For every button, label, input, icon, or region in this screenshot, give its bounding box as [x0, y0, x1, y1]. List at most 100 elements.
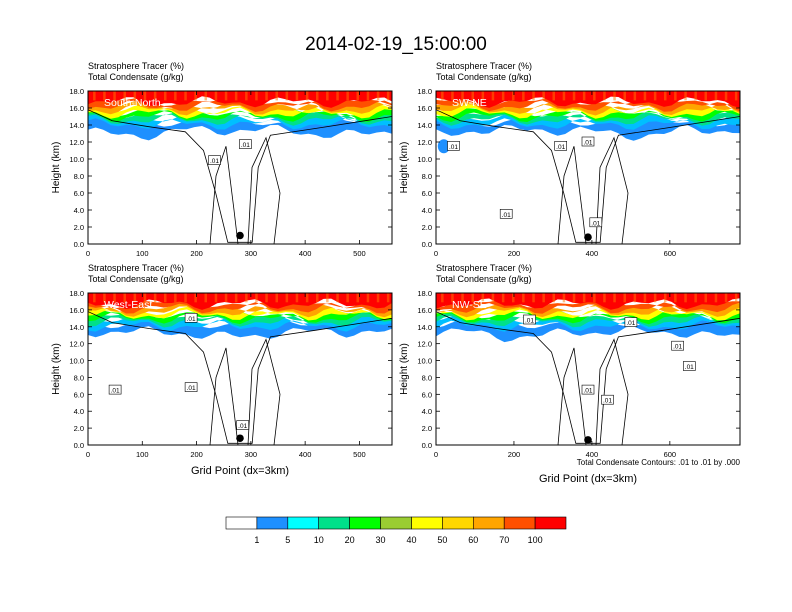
tracer-streak — [501, 91, 505, 101]
contour-label: .01 — [208, 155, 221, 165]
tracer-streak — [245, 293, 248, 303]
fill-title-label: Stratosphere Tracer (%) — [436, 263, 532, 273]
tracer-fill-band — [88, 106, 392, 122]
colorbar-label: 50 — [437, 535, 447, 545]
tracer-streak — [471, 293, 474, 303]
y-tick-label: 10.0 — [417, 357, 432, 366]
plot-area: .01 .01 .01 .01 .01 — [436, 91, 740, 244]
contour-label-text: .01 — [502, 212, 511, 219]
tracer-streak — [113, 91, 116, 101]
tracer-streak — [295, 91, 299, 101]
tracer-streak — [593, 91, 596, 101]
y-tick-label: 12.0 — [417, 138, 432, 147]
tracer-streak — [714, 91, 718, 101]
tracer-streak — [704, 91, 707, 101]
y-tick-label: 14.0 — [69, 121, 84, 130]
y-tick-label: 16.0 — [417, 306, 432, 315]
contour-label-text: .01 — [238, 423, 247, 430]
contour-label: .01 — [499, 209, 513, 219]
tracer-streak — [653, 91, 657, 101]
tracer-streak — [275, 293, 278, 303]
panel-nw-se: Stratosphere Tracer (%)Total Condensate … — [399, 263, 741, 459]
y-tick-label: 12.0 — [69, 138, 84, 147]
contour-label: .01 — [447, 141, 460, 151]
y-tick-label: 0.0 — [74, 240, 84, 249]
condensate-contour — [557, 146, 587, 244]
contour-label: .01 — [523, 314, 536, 325]
contour-label: .01 — [589, 217, 603, 227]
contour-label-text: .01 — [583, 140, 592, 147]
contour-label: .01 — [671, 340, 684, 351]
colorbar-label: 20 — [345, 535, 355, 545]
tracer-streak — [552, 293, 555, 303]
tracer-streak — [441, 293, 444, 303]
tracer-streak — [633, 91, 637, 101]
tracer-streak — [522, 91, 525, 101]
colorbar-swatch — [380, 516, 412, 530]
y-axis-label: Height (km) — [399, 142, 410, 194]
colorbar-swatch — [349, 516, 381, 530]
tracer-streak — [552, 91, 555, 101]
y-tick-label: 8.0 — [422, 172, 432, 181]
x-tick-label: 0 — [86, 249, 90, 258]
y-tick-label: 16.0 — [417, 104, 432, 113]
y-axis-label: Height (km) — [399, 343, 410, 395]
tracer-streak — [704, 293, 707, 303]
y-tick-label: 10.0 — [417, 155, 432, 164]
tracer-streak — [451, 91, 454, 101]
x-tick-label: 100 — [136, 450, 149, 459]
tracer-streak — [224, 293, 228, 303]
panel-sw-ne: Stratosphere Tracer (%)Total Condensate … — [399, 61, 741, 258]
tracer-blob — [437, 139, 450, 154]
tracer-streak — [336, 293, 339, 303]
y-tick-label: 18.0 — [417, 289, 432, 298]
contour-label-text: .01 — [210, 158, 219, 165]
tracer-streak — [386, 293, 390, 303]
contour-title-label: Total Condensate (g/kg) — [88, 72, 184, 82]
panels-group: Stratosphere Tracer (%) Total Condensate … — [51, 61, 741, 459]
tracer-streak — [234, 293, 238, 303]
tracer-streak — [123, 91, 126, 101]
fill-title-label: Stratosphere Tracer (%) — [88, 263, 184, 273]
tracer-streak — [316, 91, 319, 101]
contour-label: .01 — [184, 312, 198, 323]
y-axis-label: Height (km) — [51, 142, 62, 194]
tracer-streak — [103, 293, 106, 303]
x-tick-label: 400 — [299, 450, 312, 459]
tracer-streak — [603, 91, 606, 101]
condensate-contour — [247, 338, 281, 445]
tracer-streak — [386, 91, 390, 101]
tracer-streak — [356, 293, 359, 303]
tracer-streak — [582, 293, 586, 303]
contour-label: .01 — [239, 139, 252, 149]
tracer-streak — [103, 91, 106, 101]
figure-title: 2014-02-19_15:00:00 — [305, 34, 487, 55]
tracer-streak — [603, 293, 606, 303]
tracer-streak — [133, 91, 137, 101]
x-tick-label: 400 — [586, 249, 599, 258]
panel-south-north: Stratosphere Tracer (%)Total Condensate … — [51, 61, 393, 258]
tracer-streak — [265, 91, 268, 101]
plot-frame — [435, 292, 741, 446]
tracer-streak — [366, 91, 370, 101]
y-tick-label: 18.0 — [69, 289, 84, 298]
tracer-streak — [613, 293, 616, 303]
tracer-fill-band — [436, 314, 740, 332]
plot-frame — [435, 90, 741, 245]
tracer-fill-band — [436, 308, 740, 325]
colorbar-swatch — [411, 516, 443, 530]
contour-label-text: .01 — [603, 398, 612, 405]
contour-label: .01 — [236, 420, 249, 430]
tracer-streak — [184, 293, 187, 303]
tracer-streak — [123, 293, 126, 303]
tracer-streak — [664, 91, 667, 101]
x-tick-label: 400 — [299, 249, 312, 258]
y-tick-label: 2.0 — [74, 424, 84, 433]
tracer-streak — [164, 293, 167, 303]
colorbar-label: 70 — [499, 535, 509, 545]
condensate-contour — [247, 136, 281, 244]
location-marker — [584, 233, 592, 241]
tracer-streak — [512, 91, 515, 101]
tracer-streak — [441, 91, 444, 101]
y-tick-label: 4.0 — [74, 206, 84, 215]
